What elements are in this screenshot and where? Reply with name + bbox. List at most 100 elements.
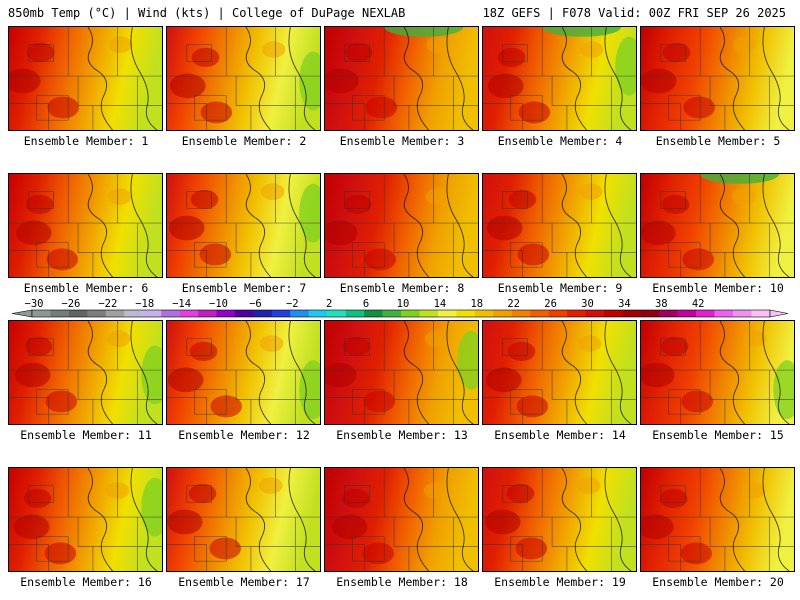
temperature-blotch [683, 96, 716, 119]
temperature-map [483, 27, 636, 130]
temperature-blotch [662, 42, 691, 63]
ensemble-map-panel [8, 467, 163, 572]
temperature-blotch [485, 367, 522, 393]
state-border [344, 44, 370, 62]
temperature-map [325, 321, 478, 424]
contour-line [403, 174, 429, 277]
contour-line [446, 321, 474, 424]
cool-air-region [615, 36, 636, 96]
temperature-map [641, 468, 794, 571]
state-border [28, 191, 54, 209]
temperature-blotch [14, 362, 51, 388]
temperature-blotch [577, 335, 602, 352]
colorbar-swatch [567, 310, 586, 317]
state-border [36, 536, 69, 562]
contour-line [604, 321, 632, 424]
colorbar-swatch [382, 310, 402, 317]
state-border [194, 95, 227, 121]
contour-line [561, 27, 587, 130]
temperature-blotch [261, 41, 286, 58]
temperature-blotch [13, 514, 50, 540]
colorbar-swatch [530, 310, 549, 317]
contour-line [561, 174, 587, 277]
colorbar-swatch [327, 310, 346, 317]
colorbar-swatch [677, 310, 697, 317]
temperature-blotch [732, 36, 757, 53]
map-title-right: 18Z GEFS | F078 Valid: 00Z FRI SEP 26 20… [482, 6, 786, 20]
state-border [186, 485, 212, 503]
contour-line [403, 321, 429, 424]
temperature-blotch [342, 336, 371, 357]
cool-air-region [700, 174, 780, 184]
contour-line [130, 321, 158, 424]
temperature-blotch [106, 330, 131, 347]
temperature-blotch [641, 362, 675, 388]
state-border [28, 338, 54, 356]
state-border [9, 544, 49, 571]
contour-line [288, 27, 316, 130]
temperature-blotch [259, 335, 284, 352]
temperature-map [167, 174, 320, 277]
colorbar-swatch [419, 310, 439, 317]
map-title-left: 850mb Temp (°C) | Wind (kts) | College o… [8, 6, 406, 20]
state-border [660, 191, 686, 209]
colorbar-swatch [234, 310, 254, 317]
state-border [641, 369, 726, 424]
state-border [9, 397, 49, 424]
temperature-blotch [189, 341, 218, 362]
cool-air-region [299, 51, 320, 111]
colorbar-tick-label: 30 [581, 298, 594, 310]
contour-line [245, 321, 271, 424]
colorbar-swatch [437, 310, 457, 317]
colorbar-swatch [345, 310, 365, 317]
ensemble-map-panel [166, 320, 321, 425]
colorbar-swatch [585, 310, 605, 317]
temperature-blotch [325, 362, 357, 388]
ensemble-map-panel [166, 467, 321, 572]
ensemble-member-label: Ensemble Member: 15 [652, 428, 784, 442]
temperature-blotch [363, 390, 396, 413]
temperature-map [325, 27, 478, 130]
colorbar-swatch [751, 310, 771, 317]
ensemble-map-panel [324, 26, 479, 131]
temperature-blotch [45, 390, 78, 413]
temperature-colorbar: −30 −26 −22 −18 −14 −10 −6 −2 2 6 10 14 18 22 26 30 34 38… [11, 298, 789, 318]
temperature-blotch [325, 68, 359, 94]
contour-line [403, 468, 429, 571]
ensemble-map-panel [482, 320, 637, 425]
state-border [483, 544, 523, 571]
ensemble-member-label: Ensemble Member: 3 [339, 134, 465, 148]
temperature-blotch [578, 183, 603, 200]
state-border [325, 369, 410, 424]
cool-air-region [384, 27, 464, 37]
colorbar-swatch [32, 310, 51, 317]
state-border [9, 250, 49, 277]
state-border [641, 250, 681, 277]
colorbar-swatch [474, 310, 494, 317]
state-border [483, 75, 568, 130]
contour-line [762, 321, 790, 424]
colorbar-swatch [68, 310, 88, 317]
temperature-blotch [660, 336, 689, 357]
temperature-blotch [661, 194, 690, 215]
state-border [325, 544, 365, 571]
contour-line [561, 468, 587, 571]
temperature-blotch [507, 341, 536, 362]
temperature-blotch [487, 73, 524, 99]
state-border [167, 369, 252, 424]
colorbar-tick-label: −6 [249, 298, 262, 310]
temperature-blotch [47, 96, 80, 119]
contour-line [288, 174, 316, 277]
temperature-map [641, 27, 794, 130]
temperature-blotch [23, 488, 52, 509]
temperature-map [483, 468, 636, 571]
colorbar-swatch [456, 310, 475, 317]
state-border [660, 485, 686, 503]
ensemble-member-label: Ensemble Member: 16 [20, 575, 152, 589]
state-border [9, 516, 94, 571]
state-border [167, 250, 207, 277]
temperature-blotch [497, 47, 526, 68]
colorbar-swatch [124, 310, 143, 317]
cool-air-region [141, 477, 162, 537]
temperature-blotch [426, 36, 451, 53]
